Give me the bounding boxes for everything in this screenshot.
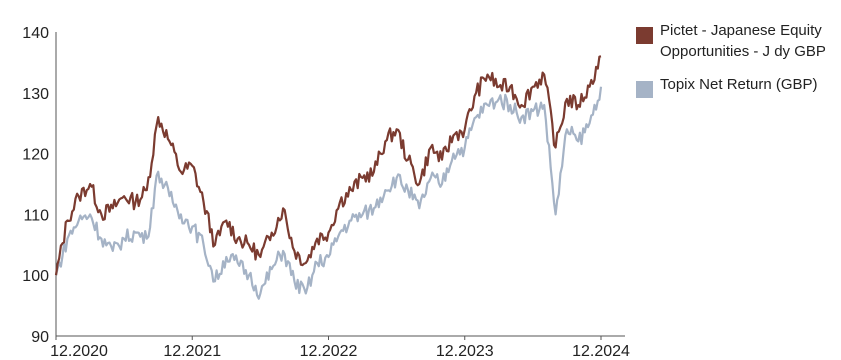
chart-axes (55, 32, 625, 340)
series-line-fund (54, 55, 602, 276)
chart-tick-labels: 90 100 110 120 130 140 12.2020 12.2021 12.2022 12… (22, 25, 630, 360)
y-tick-label: 120 (22, 147, 49, 164)
legend-item-fund: Pictet - Japanese Equity Opportunities -… (636, 20, 841, 62)
legend-label-fund: Pictet - Japanese Equity Opportunities -… (660, 22, 826, 60)
legend-item-benchmark: Topix Net Return (GBP) (636, 74, 841, 98)
x-tick-label: 12.2020 (50, 343, 108, 360)
chart-legend: Pictet - Japanese Equity Opportunities -… (636, 20, 841, 110)
x-tick-label: 12.2021 (163, 343, 221, 360)
y-tick-label: 130 (22, 86, 49, 103)
series-line-benchmark (54, 86, 603, 300)
y-tick-label: 90 (31, 329, 49, 346)
x-tick-label: 12.2024 (572, 343, 630, 360)
y-tick-label: 110 (23, 207, 49, 224)
chart-series (54, 55, 603, 300)
y-tick-label: 140 (22, 25, 49, 42)
legend-swatch-benchmark (636, 81, 653, 98)
legend-swatch-fund (636, 27, 653, 44)
legend-label-benchmark: Topix Net Return (GBP) (660, 76, 818, 93)
y-tick-label: 100 (22, 268, 49, 285)
x-tick-label: 12.2023 (436, 343, 494, 360)
x-tick-label: 12.2022 (300, 343, 358, 360)
